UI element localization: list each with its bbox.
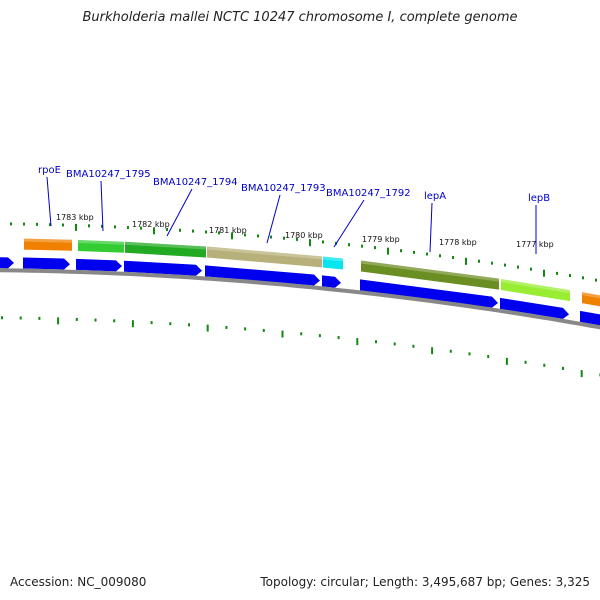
gene-feature-highlight xyxy=(125,241,206,250)
gene-feature-next xyxy=(582,292,600,307)
gene-feature-highlight xyxy=(78,239,124,245)
cds-track xyxy=(0,257,600,326)
gene-feature-highlight xyxy=(501,278,570,294)
kbp-label: 1780 kbp xyxy=(285,231,323,240)
gene-labels: rpoE BMA10247_1795BMA10247_1794BMA10247_1… xyxy=(38,165,550,254)
gene-feature-highlight xyxy=(24,238,72,243)
label-leader-line xyxy=(429,202,433,253)
gene-label-bma10247_1792: BMA10247_1792 xyxy=(326,188,411,199)
gene-feature-bma10247_1795 xyxy=(78,239,124,253)
label-leader-line xyxy=(46,176,52,227)
feature-track xyxy=(24,238,600,307)
label-leader-line xyxy=(266,194,281,244)
topology-text: Topology: circular; Length: 3,495,687 bp… xyxy=(260,575,590,589)
kbp-label: 1783 kbp xyxy=(56,213,94,222)
cds-arrow xyxy=(580,310,600,326)
gene-feature-highlight xyxy=(361,260,499,282)
inner-tick-ring xyxy=(1,316,600,378)
outer-tick-ring xyxy=(10,222,597,282)
gene-feature-highlight xyxy=(207,246,322,260)
label-leader-line xyxy=(333,199,365,248)
gene-feature-rpoe xyxy=(24,238,72,251)
cds-arrow xyxy=(360,279,498,308)
cds-arrow xyxy=(124,260,202,276)
gene-label-rpoe: rpoE xyxy=(38,165,61,176)
gene-feature-bma10247_1793 xyxy=(207,246,322,268)
cds-arrow xyxy=(500,297,569,319)
cds-arrow xyxy=(322,275,341,288)
gene-label-bma10247_1794: BMA10247_1794 xyxy=(153,177,238,188)
gene-feature-lepa xyxy=(361,260,499,290)
cds-arrow xyxy=(205,265,320,286)
gene-label-bma10247_1793: BMA10247_1793 xyxy=(241,183,326,194)
cds-arrow xyxy=(23,257,70,270)
gene-feature-highlight xyxy=(323,256,343,262)
map-title: Burkholderia mallei NCTC 10247 chromosom… xyxy=(82,10,518,25)
label-leader-line xyxy=(100,180,104,232)
kbp-labels: 1783 kbp 1782 kbp 1781 kbp 1780 kbp 1779 kbp… xyxy=(56,213,554,249)
gene-feature-highlight xyxy=(582,292,600,299)
cds-arrow xyxy=(76,258,122,272)
kbp-label: 1781 kbp xyxy=(209,226,247,235)
backbone-line xyxy=(0,268,600,330)
gene-feature-lepb xyxy=(501,278,570,302)
gene-feature-bma10247_1792 xyxy=(323,256,343,270)
gene-feature-bma10247_1794 xyxy=(125,241,206,258)
gene-label-bma10247_1795: BMA10247_1795 xyxy=(66,169,151,180)
kbp-label: 1782 kbp xyxy=(132,220,170,229)
cds-arrow xyxy=(0,257,14,269)
kbp-label: 1777 kbp xyxy=(516,240,554,249)
accession-text: Accession: NC_009080 xyxy=(10,575,147,589)
kbp-label: 1778 kbp xyxy=(439,238,477,247)
kbp-label: 1779 kbp xyxy=(362,235,400,244)
gene-label-lepa: lepA xyxy=(424,191,446,202)
label-leader-line xyxy=(166,188,193,237)
gene-label-lepb: lepB xyxy=(528,193,550,204)
